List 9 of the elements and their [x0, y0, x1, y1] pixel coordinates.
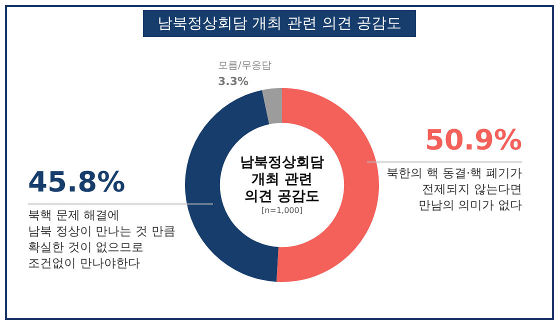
text: [n=1,000] [262, 206, 302, 216]
slice-label: 모름/무응답 [218, 60, 272, 72]
data-label: 45.8% [28, 165, 126, 198]
slice-label: 북핵 문제 해결에 남북 정상이 만나는 것 만큼 확실한 것이 없으므로 조건없이 만나야한다 [28, 208, 176, 270]
data-label: 50.9% [424, 123, 522, 156]
data-label: 3.3% [218, 74, 249, 88]
text: 남북정상회담 개최 관련 의견 공감도 [240, 154, 324, 205]
slice-label: 북한의 핵 동결·핵 폐기가 전제되지 않는다면 만남의 의미가 없다 [386, 166, 522, 212]
chart-title: 남북정상회담 개최 관련 의견 공감도 [143, 10, 416, 37]
